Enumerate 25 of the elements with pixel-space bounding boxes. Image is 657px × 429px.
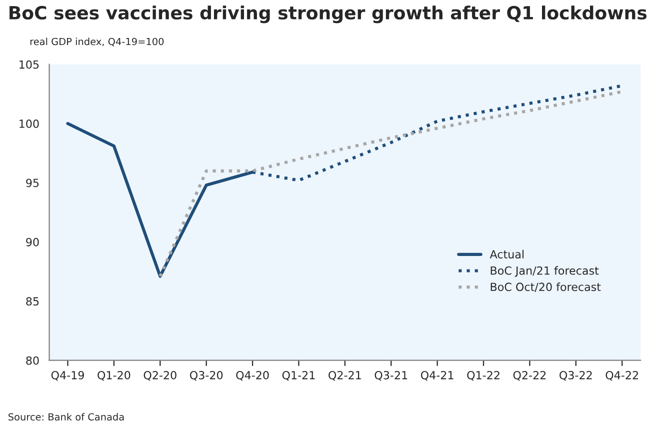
- y-tick-label: 85: [26, 297, 39, 306]
- x-tick-label: Q4-21: [420, 370, 454, 381]
- y-tick-label: 95: [26, 178, 39, 188]
- x-tick-label: Q2-22: [513, 370, 546, 381]
- x-tick-label: Q1-20: [98, 370, 130, 381]
- x-tick-label: Q1-22: [467, 370, 500, 381]
- x-tick-label: Q2-20: [144, 370, 176, 381]
- chart-title: BoC sees vaccines driving stronger growth after Q1 lockdowns: [10, 6, 647, 24]
- x-tick-label: Q1-21: [282, 370, 315, 381]
- x-tick-label: Q4-22: [606, 370, 638, 381]
- legend-label: BoC Oct/20 forecast: [490, 282, 601, 292]
- y-tick-label: 80: [26, 356, 39, 365]
- y-tick-label: 100: [20, 120, 39, 128]
- y-tick-label: 90: [26, 238, 39, 246]
- x-tick-label: Q3-22: [560, 370, 592, 381]
- chart-subtitle: real GDP index, Q4-19=100: [30, 38, 164, 46]
- legend-label: BoC Jan/21 forecast: [490, 266, 599, 277]
- x-tick-label: Q4-19: [51, 370, 84, 381]
- y-tick-label: 105: [20, 60, 39, 69]
- source-note: Source: Bank of Canada: [8, 413, 124, 421]
- x-tick-label: Q4-20: [236, 370, 269, 381]
- x-tick-label: Q3-21: [374, 370, 408, 381]
- x-tick-label: Q3-20: [190, 370, 223, 381]
- legend-label: Actual: [490, 250, 524, 258]
- x-tick-label: Q2-21: [328, 370, 361, 381]
